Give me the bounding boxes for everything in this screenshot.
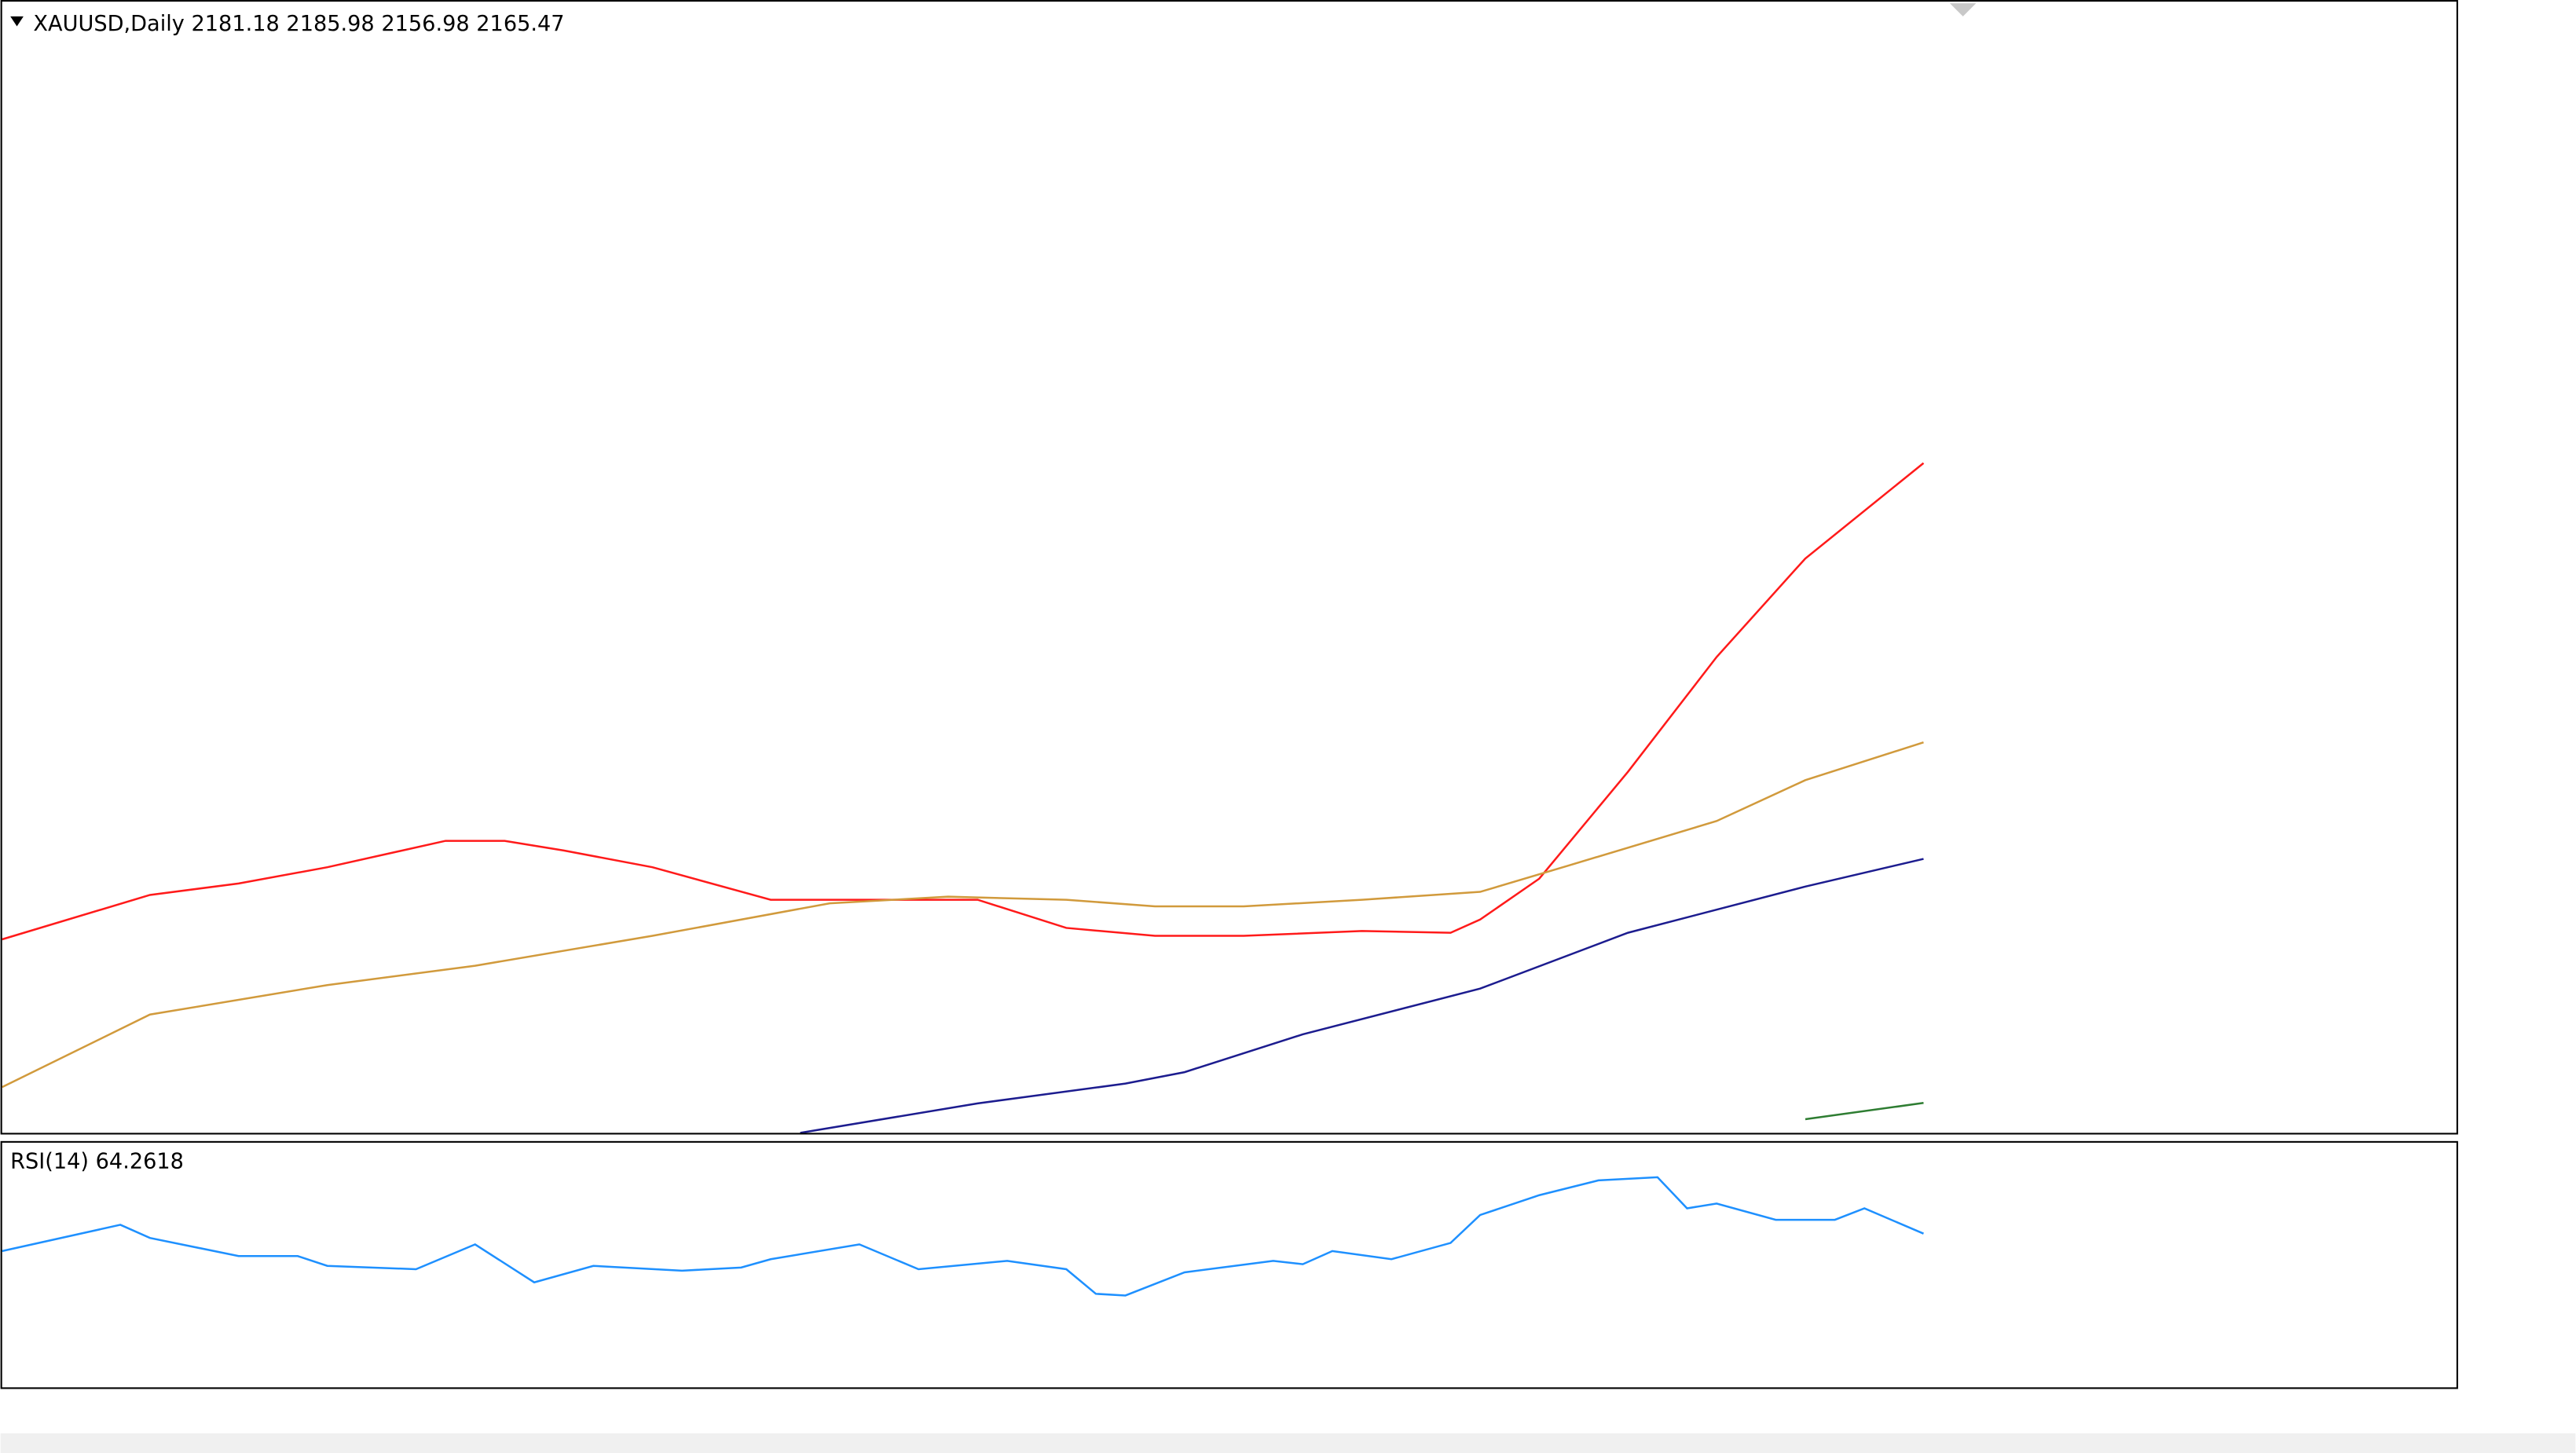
moving-average xyxy=(2,462,1925,941)
chart-title: XAUUSD,Daily 2181.18 2185.98 2156.98 216… xyxy=(33,12,564,36)
moving-average xyxy=(2,741,1924,1089)
rsi-frame xyxy=(0,1140,2458,1389)
moving-average xyxy=(1805,1102,1924,1121)
rsi-title: RSI(14) 64.2618 xyxy=(10,1150,184,1174)
shift-marker[interactable] xyxy=(1949,3,1977,16)
lines-layer xyxy=(2,462,1925,1297)
menu-triangle[interactable] xyxy=(10,16,24,27)
main-frame xyxy=(0,0,2458,1135)
status-strip xyxy=(0,1433,2576,1453)
rsi-line xyxy=(2,1176,1924,1297)
moving-average xyxy=(800,858,1924,1134)
